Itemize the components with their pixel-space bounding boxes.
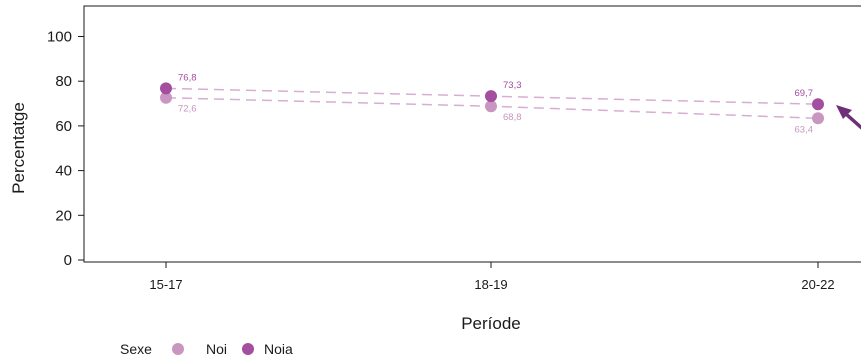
data-point-noia xyxy=(812,98,824,111)
legend: Sexe Noi Noia xyxy=(120,341,293,356)
x-tick-label: 18-19 xyxy=(474,277,507,292)
data-point-noia xyxy=(485,90,497,103)
data-label-noi: 72,6 xyxy=(178,104,197,115)
annotation-arrow xyxy=(836,105,861,130)
x-tick-label: 15-17 xyxy=(149,277,182,292)
y-tick-label: 0 xyxy=(64,252,72,269)
plot-area: 72,6 68,8 63,4 76,8 73,3 69,7 xyxy=(160,72,824,135)
data-label-noia: 73,3 xyxy=(503,80,522,91)
data-label-noia: 69,7 xyxy=(795,88,814,99)
plot-panel xyxy=(83,5,861,263)
x-tick-label: 20-22 xyxy=(801,277,834,292)
annotation-arrow-head xyxy=(836,105,852,119)
y-axis-title: Percentatge xyxy=(9,102,28,194)
data-label-noi: 63,4 xyxy=(795,124,814,135)
y-tick-label: 100 xyxy=(47,29,72,46)
x-axis-title: Període xyxy=(461,314,521,333)
y-axis: 0 20 40 60 80 100 xyxy=(47,29,84,269)
data-label-noia: 76,8 xyxy=(178,72,197,83)
legend-title: Sexe xyxy=(120,341,152,356)
annotation-arrow-shaft xyxy=(844,112,861,130)
y-tick-label: 80 xyxy=(55,73,72,90)
y-tick-label: 20 xyxy=(55,207,72,224)
data-point-noi xyxy=(485,100,497,113)
y-tick-label: 40 xyxy=(55,163,72,180)
legend-label-noia: Noia xyxy=(264,341,293,356)
x-axis: 15-17 18-19 20-22 xyxy=(149,262,835,292)
data-label-noi: 68,8 xyxy=(503,112,522,123)
legend-label-noi: Noi xyxy=(206,341,227,356)
y-tick-label: 60 xyxy=(55,118,72,135)
legend-swatch-noi xyxy=(172,343,184,355)
data-point-noi xyxy=(812,112,824,125)
legend-swatch-noia xyxy=(242,343,254,355)
data-point-noia xyxy=(160,82,172,95)
data-point-noi xyxy=(160,91,172,104)
